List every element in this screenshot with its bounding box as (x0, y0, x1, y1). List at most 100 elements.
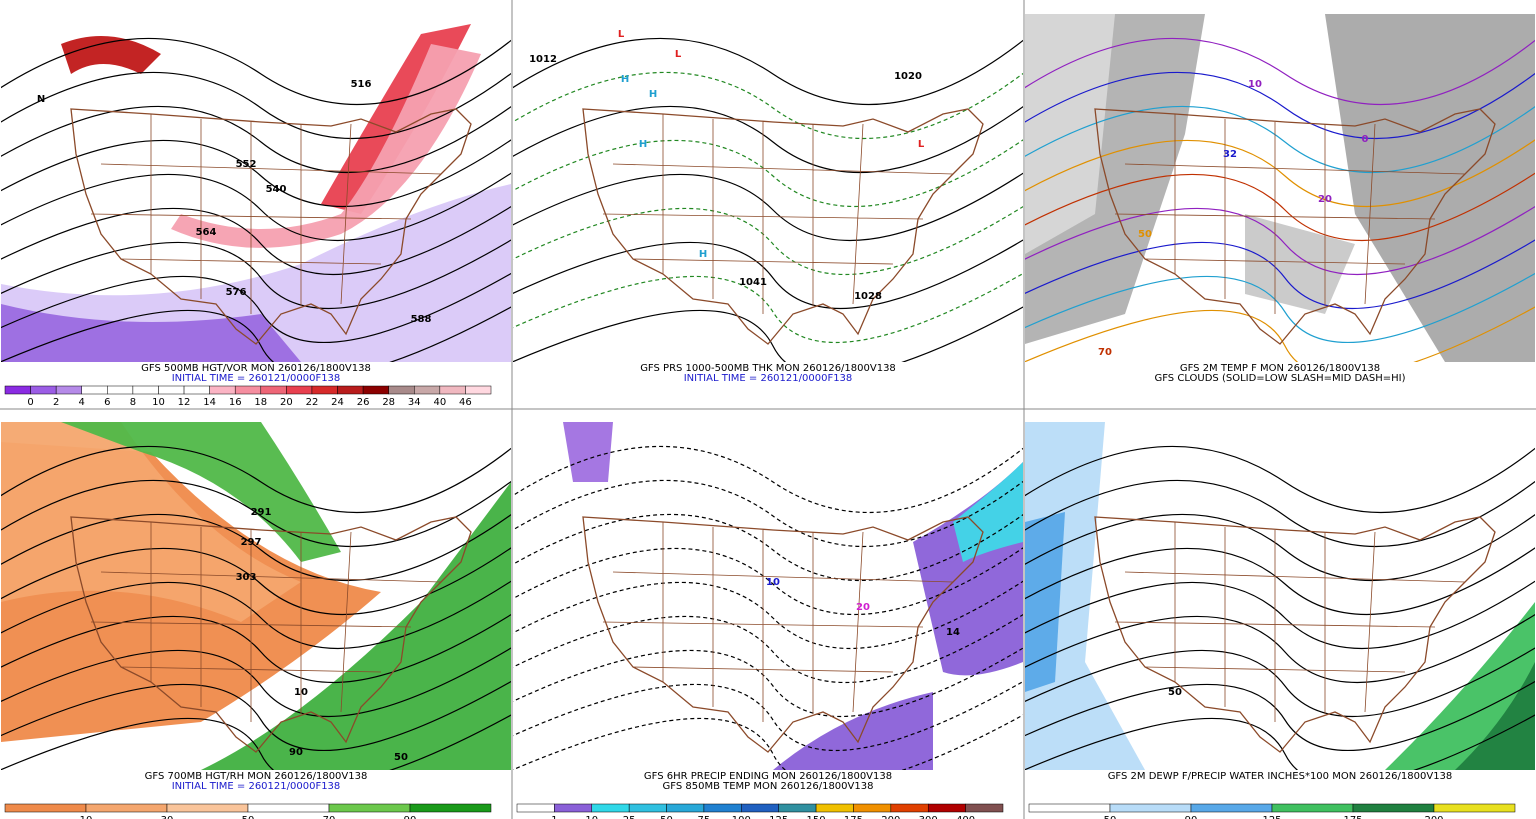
map-label: 50 (1168, 687, 1182, 698)
map-label: 20 (1318, 194, 1332, 205)
colorbar-swatch (465, 385, 492, 395)
map-label: 564 (196, 227, 217, 238)
colorbar-label: 125 (769, 815, 788, 819)
field-shading (1455, 662, 1535, 770)
state-borders (1114, 522, 1466, 722)
colorbar-label: 100 (732, 815, 751, 819)
colorbar-label: 10 (152, 397, 165, 408)
contour (513, 139, 1023, 208)
panel-title: INITIAL TIME = 260121/0000F138 (172, 781, 341, 792)
contour (513, 547, 1023, 616)
colorbar-swatch (286, 385, 313, 395)
colorbar-label: 8 (130, 397, 136, 408)
contour (1025, 647, 1535, 718)
state-borders (1114, 114, 1466, 314)
colorbar-swatch (409, 803, 492, 813)
colorbar-label: 16 (229, 397, 242, 408)
colorbar-label: 10 (80, 815, 93, 819)
colorbar-swatch (183, 385, 210, 395)
contour (1025, 37, 1535, 106)
colorbar-swatch (414, 385, 441, 395)
colorbar-swatch (337, 385, 364, 395)
contour (1, 445, 511, 514)
colorbar-swatch (591, 803, 630, 813)
contour (1, 139, 511, 208)
colorbar-label: 175 (1343, 815, 1362, 819)
colorbar-label: 46 (459, 397, 472, 408)
map-label: 1012 (529, 54, 557, 65)
contour (513, 613, 1023, 684)
colorbar-label: 50 (242, 815, 255, 819)
contour (513, 580, 1023, 650)
colorbar-label: 20 (280, 397, 293, 408)
colorbar-swatch (628, 803, 667, 813)
contour (1, 680, 511, 752)
contour (513, 71, 1023, 140)
colorbar-swatch (81, 385, 108, 395)
colorbar-label: 175 (844, 815, 863, 819)
map-label: 576 (226, 287, 247, 298)
colorbar-label: 26 (357, 397, 370, 408)
contour (1, 479, 511, 548)
colorbar-swatch (1433, 803, 1516, 813)
colorbar-label: 200 (881, 815, 900, 819)
map-label: 291 (251, 507, 272, 518)
map-label: 90 (289, 747, 303, 758)
colorbar-swatch (1190, 803, 1273, 813)
contour (513, 680, 1023, 752)
contour (1, 239, 511, 310)
colorbar-swatch (1352, 803, 1435, 813)
map-label: 1028 (854, 291, 882, 302)
colorbar-swatch (1271, 803, 1354, 813)
colorbar-swatch (132, 385, 159, 395)
colorbar-label: 70 (323, 815, 336, 819)
contour (1025, 71, 1535, 140)
map-label: 0 (1362, 134, 1369, 145)
panel-title: GFS 500MB HGT/VOR MON 260126/1800V138 (141, 363, 371, 374)
contour (1025, 479, 1535, 548)
contour (1, 547, 511, 616)
contour (1025, 139, 1535, 208)
contour (1, 105, 511, 174)
colorbar-label: 6 (104, 397, 110, 408)
colorbar-label: 0 (27, 397, 33, 408)
contour (513, 445, 1023, 514)
map-panel: 552 540 564 576 588 516 N (1, 14, 511, 362)
field-shading (563, 422, 613, 482)
map-label: H (649, 89, 657, 100)
map-label: H (639, 139, 647, 150)
field-shading (1245, 214, 1355, 314)
map-label: L (618, 29, 625, 40)
colorbar-swatch (311, 385, 338, 395)
coastline (70, 108, 472, 345)
colorbar-swatch (439, 385, 466, 395)
colorbar-swatch (388, 385, 415, 395)
panel-title: GFS 700MB HGT/RH MON 260126/1800V138 (145, 771, 368, 782)
coastline (70, 516, 472, 753)
colorbar-label: 75 (698, 815, 711, 819)
panel-title: INITIAL TIME = 260121/0000F138 (684, 373, 853, 384)
contour (513, 205, 1023, 276)
contour (1025, 580, 1535, 650)
panel-title: GFS 850MB TEMP MON 260126/1800V138 (663, 781, 874, 792)
panel-title: INITIAL TIME = 260121/0000F138 (172, 373, 341, 384)
field-shading (171, 44, 481, 248)
panel-title: GFS 2M TEMP F MON 260126/1800V138 (1180, 363, 1380, 374)
field-shading (201, 482, 511, 770)
contour (1, 172, 511, 242)
colorbar-swatch (890, 803, 929, 813)
colorbar-label: 28 (382, 397, 395, 408)
map-label: H (621, 74, 629, 85)
colorbar-label: 14 (203, 397, 216, 408)
colorbar-swatch (815, 803, 854, 813)
map-label: H (699, 249, 707, 260)
field-shading (61, 422, 341, 562)
map-label: L (918, 139, 925, 150)
state-borders (90, 114, 442, 314)
colorbar-swatch (965, 803, 1004, 813)
contour (513, 272, 1023, 344)
contour (1025, 680, 1535, 752)
map-label: 303 (236, 572, 257, 583)
colorbar-label: 1 (551, 815, 557, 819)
